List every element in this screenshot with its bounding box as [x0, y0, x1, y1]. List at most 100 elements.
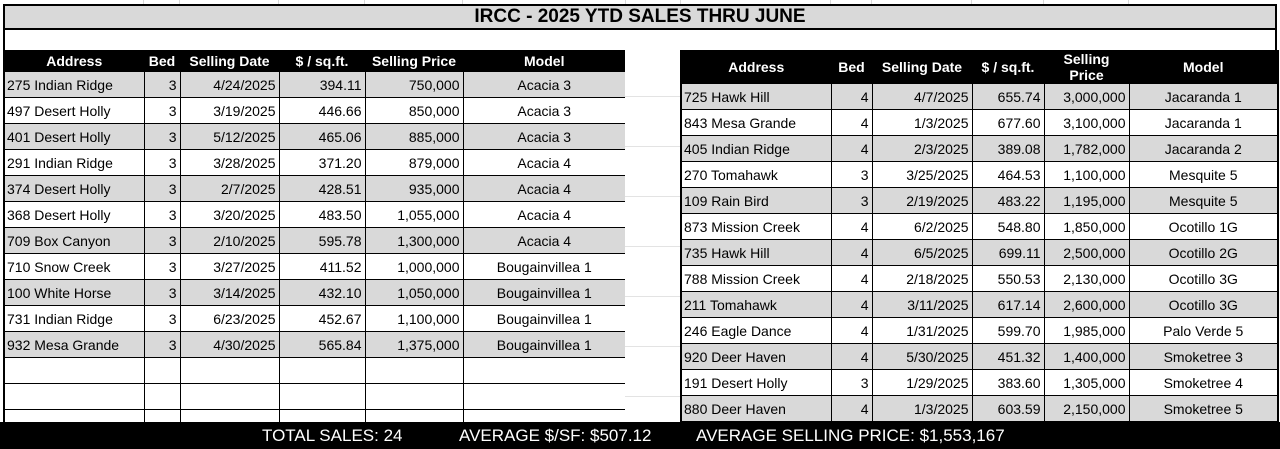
cell-model[interactable]: Acacia 3: [462, 71, 627, 98]
cell-selling-price[interactable]: 1,050,000: [364, 279, 464, 306]
cell-bed[interactable]: 3: [143, 149, 181, 176]
cell-address[interactable]: 275 Indian Ridge: [3, 71, 145, 98]
cell-model[interactable]: Bougainvillea 1: [462, 279, 627, 306]
cell-selling-price[interactable]: 1,000,000: [364, 253, 464, 280]
cell-selling-price[interactable]: 1,400,000: [1043, 343, 1130, 370]
cell-price-per-sqft[interactable]: 483.50: [278, 201, 366, 228]
cell-selling-price[interactable]: 2,500,000: [1043, 239, 1130, 266]
cell-address[interactable]: 109 Rain Bird: [680, 187, 832, 214]
cell-bed[interactable]: 4: [830, 291, 873, 318]
column-header-price-per-sqft[interactable]: $ / sq.ft.: [278, 50, 366, 72]
cell-model[interactable]: Bougainvillea 1: [462, 305, 627, 332]
cell-selling-price[interactable]: 3,000,000: [1043, 83, 1130, 110]
cell-address[interactable]: 191 Desert Holly: [680, 369, 832, 396]
cell-selling-date[interactable]: 4/7/2025: [871, 83, 973, 110]
cell-bed[interactable]: 3: [830, 187, 873, 214]
cell-selling-price[interactable]: 1,850,000: [1043, 213, 1130, 240]
cell-selling-price[interactable]: 1,375,000: [364, 331, 464, 358]
cell-address[interactable]: 246 Eagle Dance: [680, 317, 832, 344]
column-header-bed[interactable]: Bed: [830, 50, 873, 84]
cell-price-per-sqft[interactable]: 428.51: [278, 175, 366, 202]
cell-selling-date[interactable]: 2/19/2025: [871, 187, 973, 214]
cell-selling-date[interactable]: 3/19/2025: [179, 97, 280, 124]
cell-bed[interactable]: 3: [143, 71, 181, 98]
cell-model[interactable]: Ocotillo 3G: [1128, 265, 1279, 292]
cell-address[interactable]: 709 Box Canyon: [3, 227, 145, 254]
cell-selling-price[interactable]: 2,600,000: [1043, 291, 1130, 318]
cell-selling-price[interactable]: 2,150,000: [1043, 395, 1130, 422]
cell-bed[interactable]: 4: [830, 135, 873, 162]
cell-selling-date[interactable]: 2/10/2025: [179, 227, 280, 254]
cell-model[interactable]: [462, 383, 627, 410]
cell-price-per-sqft[interactable]: 446.66: [278, 97, 366, 124]
cell-price-per-sqft[interactable]: 483.22: [971, 187, 1045, 214]
cell-selling-price[interactable]: 1,055,000: [364, 201, 464, 228]
cell-bed[interactable]: 4: [830, 213, 873, 240]
cell-model[interactable]: Jacaranda 2: [1128, 135, 1279, 162]
cell-price-per-sqft[interactable]: 432.10: [278, 279, 366, 306]
cell-selling-date[interactable]: 3/20/2025: [179, 201, 280, 228]
cell-model[interactable]: Ocotillo 2G: [1128, 239, 1279, 266]
cell-selling-price[interactable]: 1,782,000: [1043, 135, 1130, 162]
cell-bed[interactable]: 3: [143, 175, 181, 202]
cell-address[interactable]: 920 Deer Haven: [680, 343, 832, 370]
cell-selling-price[interactable]: [364, 357, 464, 384]
cell-price-per-sqft[interactable]: 383.60: [971, 369, 1045, 396]
cell-selling-date[interactable]: 3/27/2025: [179, 253, 280, 280]
cell-model[interactable]: Bougainvillea 1: [462, 253, 627, 280]
cell-selling-date[interactable]: 3/28/2025: [179, 149, 280, 176]
cell-model[interactable]: Acacia 4: [462, 149, 627, 176]
cell-model[interactable]: Acacia 4: [462, 201, 627, 228]
cell-address[interactable]: 873 Mission Creek: [680, 213, 832, 240]
cell-bed[interactable]: 4: [830, 239, 873, 266]
column-header-address[interactable]: Address: [680, 50, 832, 84]
cell-bed[interactable]: 3: [143, 201, 181, 228]
cell-price-per-sqft[interactable]: 595.78: [278, 227, 366, 254]
cell-selling-price[interactable]: 885,000: [364, 123, 464, 150]
cell-address[interactable]: 880 Deer Haven: [680, 395, 832, 422]
cell-selling-price[interactable]: 1,100,000: [1043, 161, 1130, 188]
cell-address[interactable]: 291 Indian Ridge: [3, 149, 145, 176]
cell-bed[interactable]: 4: [830, 109, 873, 136]
cell-price-per-sqft[interactable]: 655.74: [971, 83, 1045, 110]
cell-price-per-sqft[interactable]: 617.14: [971, 291, 1045, 318]
cell-bed[interactable]: 3: [143, 227, 181, 254]
cell-selling-price[interactable]: 3,100,000: [1043, 109, 1130, 136]
cell-bed[interactable]: 3: [830, 161, 873, 188]
cell-address[interactable]: 731 Indian Ridge: [3, 305, 145, 332]
cell-selling-date[interactable]: 5/30/2025: [871, 343, 973, 370]
cell-selling-date[interactable]: 4/24/2025: [179, 71, 280, 98]
cell-selling-price[interactable]: 879,000: [364, 149, 464, 176]
cell-price-per-sqft[interactable]: 394.11: [278, 71, 366, 98]
cell-address[interactable]: 374 Desert Holly: [3, 175, 145, 202]
cell-selling-date[interactable]: [179, 357, 280, 384]
cell-bed[interactable]: 4: [830, 343, 873, 370]
cell-price-per-sqft[interactable]: [278, 357, 366, 384]
cell-selling-date[interactable]: 3/14/2025: [179, 279, 280, 306]
cell-selling-date[interactable]: 1/3/2025: [871, 395, 973, 422]
cell-model[interactable]: Jacaranda 1: [1128, 83, 1279, 110]
cell-model[interactable]: Acacia 4: [462, 227, 627, 254]
cell-selling-date[interactable]: 5/12/2025: [179, 123, 280, 150]
cell-model[interactable]: Mesquite 5: [1128, 187, 1279, 214]
column-header-selling-price[interactable]: Selling Price: [364, 50, 464, 72]
cell-bed[interactable]: 3: [143, 331, 181, 358]
cell-bed[interactable]: 3: [143, 123, 181, 150]
cell-selling-date[interactable]: 2/18/2025: [871, 265, 973, 292]
column-header-selling-date[interactable]: Selling Date: [179, 50, 280, 72]
cell-address[interactable]: 843 Mesa Grande: [680, 109, 832, 136]
cell-price-per-sqft[interactable]: 371.20: [278, 149, 366, 176]
column-header-model[interactable]: Model: [462, 50, 627, 72]
cell-model[interactable]: Acacia 3: [462, 123, 627, 150]
column-header-price-per-sqft[interactable]: $ / sq.ft.: [971, 50, 1045, 84]
cell-bed[interactable]: [143, 357, 181, 384]
cell-model[interactable]: Acacia 3: [462, 97, 627, 124]
cell-model[interactable]: Jacaranda 1: [1128, 109, 1279, 136]
cell-bed[interactable]: 4: [830, 265, 873, 292]
cell-address[interactable]: 932 Mesa Grande: [3, 331, 145, 358]
cell-price-per-sqft[interactable]: 550.53: [971, 265, 1045, 292]
cell-address[interactable]: [3, 357, 145, 384]
cell-address[interactable]: 710 Snow Creek: [3, 253, 145, 280]
cell-bed[interactable]: 3: [143, 305, 181, 332]
cell-selling-date[interactable]: 1/31/2025: [871, 317, 973, 344]
